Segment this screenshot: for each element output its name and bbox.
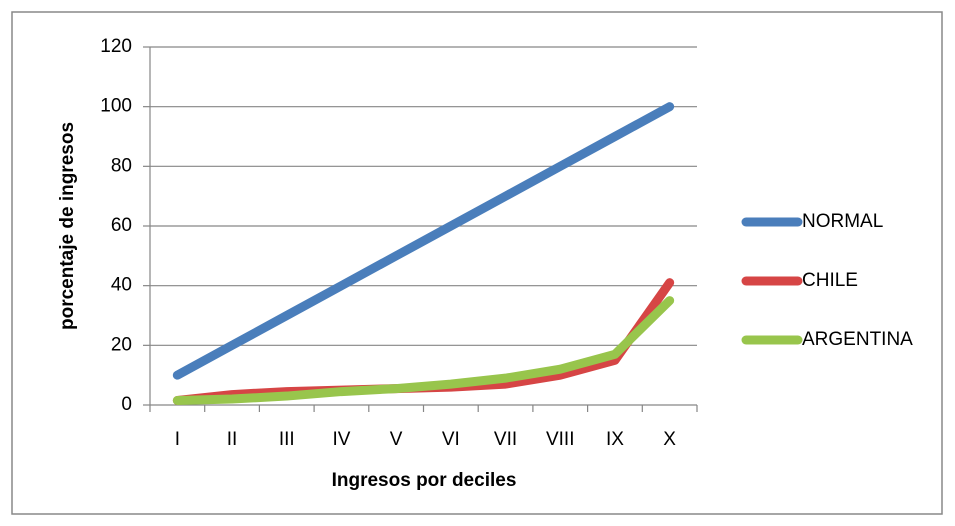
x-axis-title: Ingresos por deciles (332, 470, 517, 491)
x-tick-label: V (390, 429, 403, 450)
x-tick-label: IV (332, 429, 350, 450)
y-tick-label: 60 (111, 215, 132, 236)
x-tick-label: IX (606, 429, 624, 450)
y-tick-label: 40 (111, 275, 132, 296)
legend-label: CHILE (802, 270, 858, 291)
y-tick-label: 80 (111, 155, 132, 176)
x-tick-label: VI (442, 429, 460, 450)
series-line (172, 296, 675, 406)
y-tick-label: 100 (100, 96, 132, 117)
y-axis-title: porcentaje de ingresos (57, 122, 78, 330)
x-tick-label: VII (494, 429, 517, 450)
x-tick-label: II (227, 429, 238, 450)
y-tick-label: 120 (100, 36, 132, 57)
x-tick-label: III (279, 429, 295, 450)
x-tick-label: X (663, 429, 676, 450)
x-tick-label: VIII (546, 429, 575, 450)
y-tick-label: 20 (111, 334, 132, 355)
series-line (172, 102, 675, 380)
y-tick-label: 0 (121, 394, 132, 415)
x-tick-label: I (175, 429, 180, 450)
legend-label: NORMAL (802, 211, 883, 232)
chart-border (11, 11, 943, 515)
legend-label: ARGENTINA (802, 329, 913, 350)
